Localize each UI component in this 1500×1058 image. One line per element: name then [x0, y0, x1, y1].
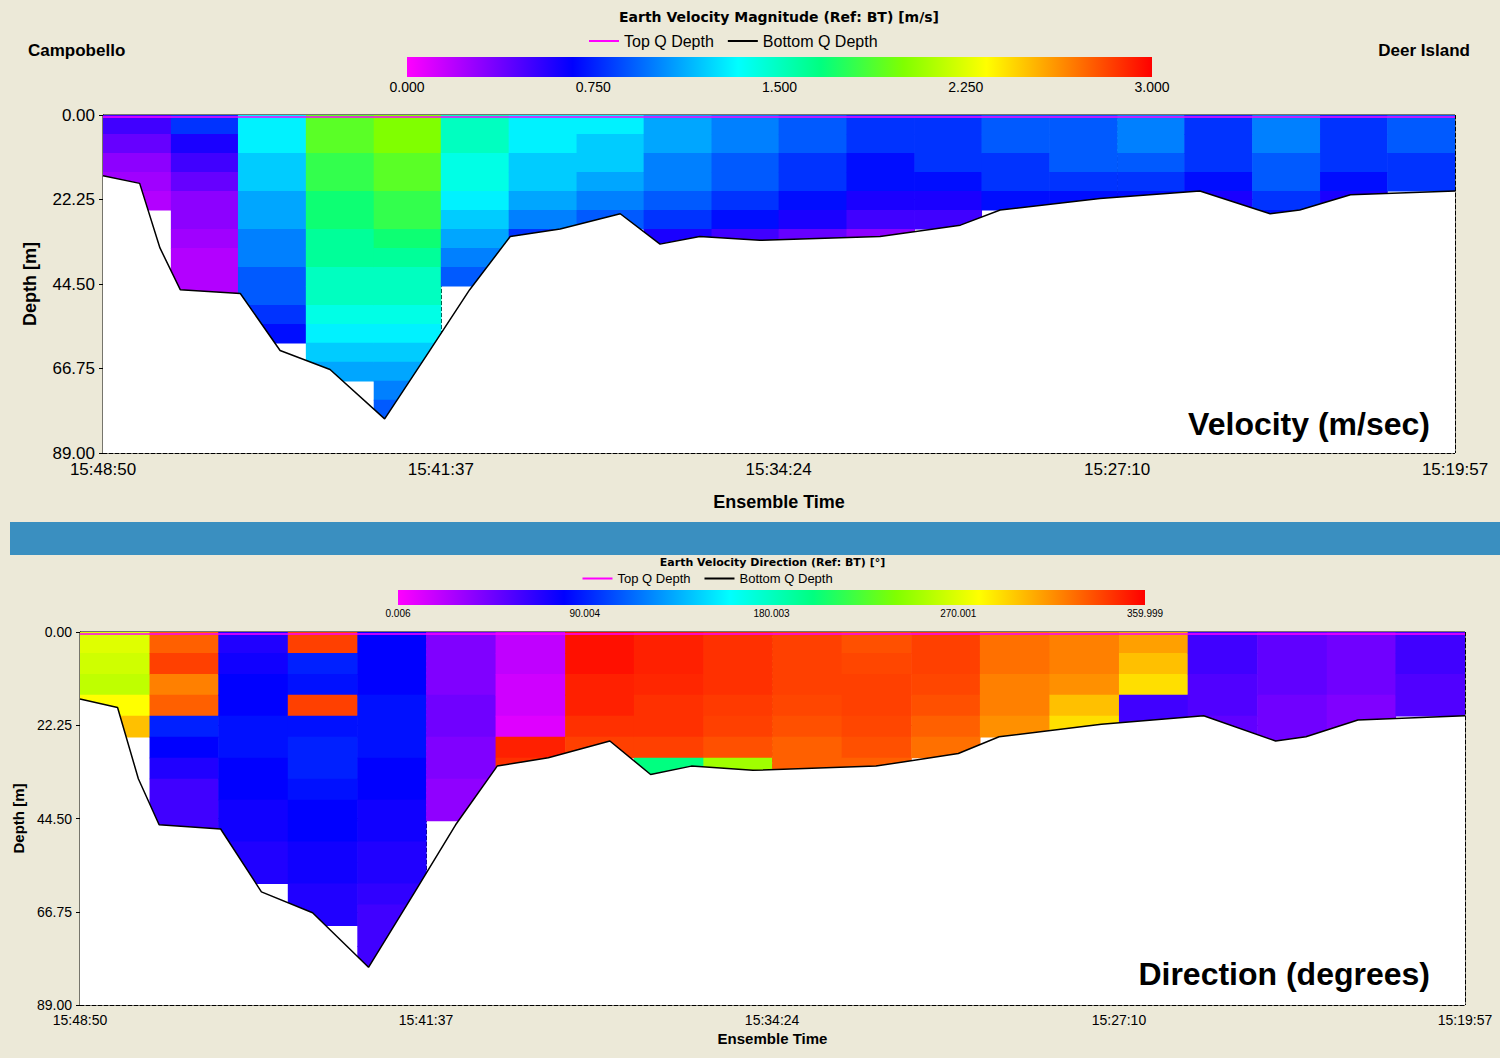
svg-text:0.750: 0.750 [576, 79, 611, 95]
svg-text:3.000: 3.000 [1134, 79, 1169, 95]
svg-text:180.003: 180.003 [753, 608, 790, 619]
svg-text:270.001: 270.001 [940, 608, 977, 619]
svg-text:Campobello: Campobello [28, 41, 125, 60]
svg-text:Bottom Q Depth: Bottom Q Depth [763, 33, 878, 50]
svg-text:15:34:24: 15:34:24 [746, 460, 812, 479]
svg-text:0.000: 0.000 [389, 79, 424, 95]
svg-text:Velocity (m/sec): Velocity (m/sec) [1188, 406, 1430, 442]
svg-text:90.004: 90.004 [569, 608, 600, 619]
svg-text:Depth [m]: Depth [m] [10, 784, 27, 854]
svg-text:Depth [m]: Depth [m] [20, 242, 40, 326]
svg-text:44.50: 44.50 [52, 275, 95, 294]
svg-text:Ensemble Time: Ensemble Time [713, 492, 845, 512]
svg-text:15:41:37: 15:41:37 [408, 460, 474, 479]
svg-text:66.75: 66.75 [37, 904, 72, 920]
svg-text:89.00: 89.00 [52, 443, 95, 463]
svg-text:15:27:10: 15:27:10 [1084, 460, 1150, 479]
svg-text:44.50: 44.50 [37, 811, 72, 827]
svg-text:359.999: 359.999 [1127, 608, 1164, 619]
svg-text:15:19:57: 15:19:57 [1422, 460, 1488, 479]
svg-text:Top Q Depth: Top Q Depth [618, 571, 691, 586]
svg-text:0.00: 0.00 [62, 106, 95, 125]
svg-text:1.500: 1.500 [762, 79, 797, 95]
svg-text:Earth Velocity Direction (Ref:: Earth Velocity Direction (Ref: BT) [°] [660, 556, 885, 569]
svg-text:0.006: 0.006 [385, 608, 410, 619]
svg-text:0.00: 0.00 [45, 624, 72, 640]
svg-text:15:27:10: 15:27:10 [1092, 1012, 1147, 1028]
svg-text:15:48:50: 15:48:50 [70, 460, 136, 479]
svg-text:Bottom Q Depth: Bottom Q Depth [739, 571, 832, 586]
svg-text:15:34:24: 15:34:24 [745, 1012, 800, 1028]
svg-text:15:19:57: 15:19:57 [1438, 1012, 1493, 1028]
svg-text:Earth Velocity Magnitude (Ref:: Earth Velocity Magnitude (Ref: BT) [m/s] [619, 9, 939, 25]
svg-text:66.75: 66.75 [52, 359, 95, 378]
svg-text:15:41:37: 15:41:37 [399, 1012, 454, 1028]
svg-text:15:48:50: 15:48:50 [53, 1012, 108, 1028]
svg-text:Deer Island: Deer Island [1378, 41, 1470, 60]
svg-text:Ensemble Time: Ensemble Time [718, 1030, 828, 1047]
svg-text:Direction (degrees): Direction (degrees) [1138, 956, 1430, 992]
svg-text:22.25: 22.25 [37, 717, 72, 733]
svg-text:22.25: 22.25 [52, 190, 95, 209]
svg-text:2.250: 2.250 [948, 79, 983, 95]
svg-text:89.00: 89.00 [37, 997, 72, 1013]
svg-text:Top Q Depth: Top Q Depth [624, 33, 714, 50]
